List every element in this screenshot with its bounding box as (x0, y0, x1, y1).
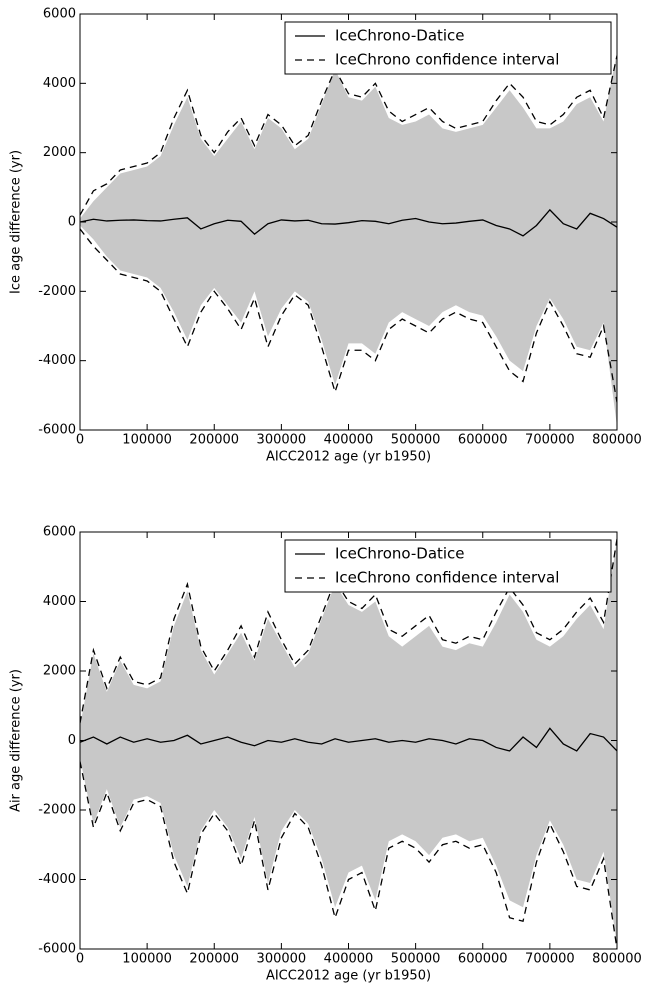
x-tick-label: 800000 (592, 433, 642, 448)
y-tick-label: 0 (68, 733, 76, 748)
y-axis-label: Air age difference (yr) (9, 669, 24, 812)
x-tick-label: 700000 (525, 952, 575, 967)
x-tick-label: 600000 (458, 433, 508, 448)
series-line (80, 538, 617, 724)
y-tick-label: -4000 (38, 353, 76, 368)
x-tick-label: 300000 (257, 952, 307, 967)
x-tick-label: 0 (76, 952, 84, 967)
y-tick-label: -2000 (38, 284, 76, 299)
legend-box (284, 21, 612, 75)
x-axis-label: AICC2012 age (yr b1950) (266, 969, 431, 984)
y-axis-label: Ice age difference (yr) (9, 150, 24, 294)
x-tick-label: 100000 (122, 433, 172, 448)
x-tick-label: 200000 (189, 952, 239, 967)
series-line (80, 228, 617, 403)
y-tick-label: -2000 (38, 803, 76, 818)
series-line (80, 761, 617, 949)
legend-box (284, 539, 612, 593)
legend-label: IceChrono confidence interval (335, 51, 559, 69)
y-tick-label: 6000 (43, 525, 76, 540)
legend-label: IceChrono-Datice (335, 27, 465, 45)
series-line (80, 55, 617, 216)
y-tick-label: -6000 (38, 942, 76, 957)
legend-label: IceChrono confidence interval (335, 569, 559, 587)
plot-area (80, 52, 617, 427)
y-tick-label: 2000 (43, 664, 76, 679)
x-tick-label: 400000 (324, 952, 374, 967)
y-tick-label: 4000 (43, 594, 76, 609)
x-tick-label: 300000 (257, 433, 307, 448)
x-tick-label: 800000 (592, 952, 642, 967)
y-tick-label: 0 (68, 215, 76, 230)
series-line (80, 727, 617, 752)
x-tick-label: 100000 (122, 952, 172, 967)
y-tick-label: 4000 (43, 76, 76, 91)
legend-label: IceChrono-Datice (335, 545, 465, 563)
x-tick-label: 200000 (189, 433, 239, 448)
plot-area (80, 538, 617, 949)
x-tick-label: 0 (76, 433, 84, 448)
x-tick-label: 600000 (458, 952, 508, 967)
x-tick-label: 500000 (391, 433, 441, 448)
band (80, 52, 617, 427)
series-line (80, 208, 617, 237)
y-tick-label: -4000 (38, 872, 76, 887)
x-tick-label: 400000 (324, 433, 374, 448)
y-tick-label: 2000 (43, 145, 76, 160)
x-axis-label: AICC2012 age (yr b1950) (266, 450, 431, 465)
x-tick-label: 500000 (391, 952, 441, 967)
y-tick-label: -6000 (38, 423, 76, 438)
y-tick-label: 6000 (43, 7, 76, 22)
x-tick-label: 700000 (525, 433, 575, 448)
